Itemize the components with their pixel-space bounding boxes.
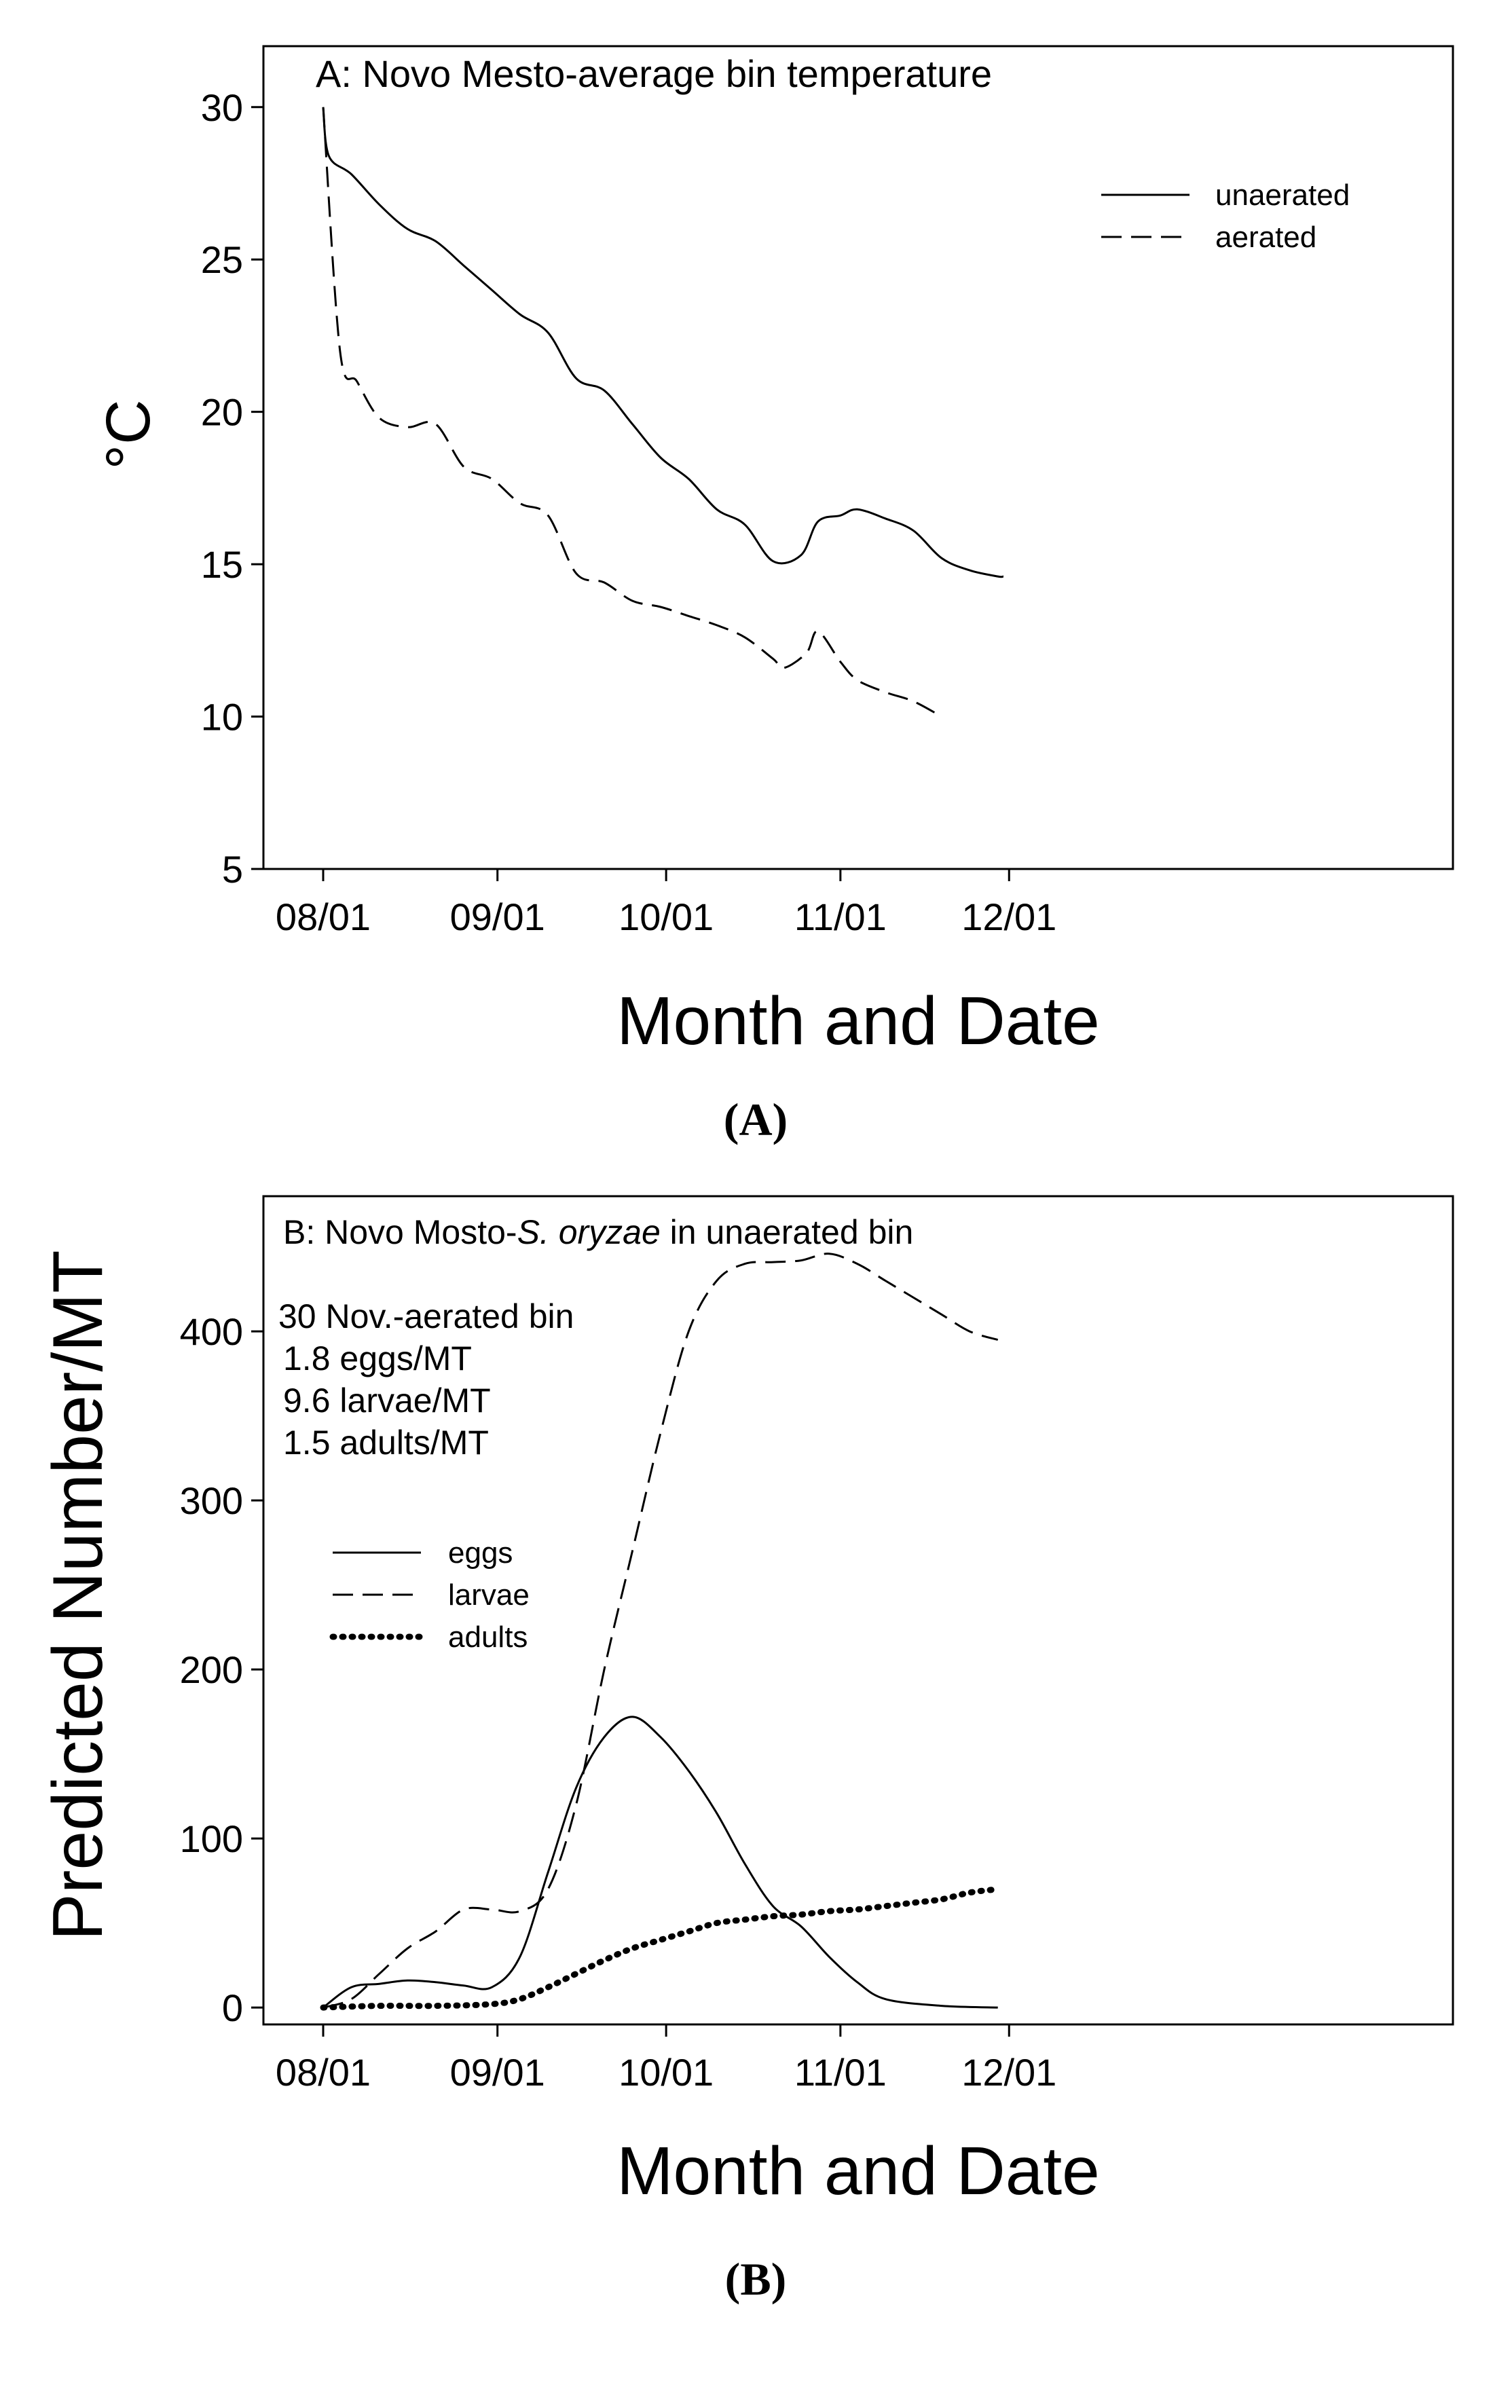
- chart-title: A: Novo Mesto-average bin temperature: [316, 52, 992, 95]
- legend: eggs larvae adults: [329, 1536, 530, 1654]
- series-line-unaerated: [322, 107, 1004, 578]
- x-tick-label: 09/01: [450, 895, 545, 938]
- annotation-line-4: 1.5 adults/MT: [283, 1424, 489, 1462]
- legend-label-larvae: larvae: [448, 1578, 530, 1612]
- legend-label-eggs: eggs: [448, 1536, 513, 1570]
- x-tick-label: 10/01: [619, 895, 714, 938]
- caption-open: (: [725, 2253, 741, 2305]
- series-line-larvae: [322, 1253, 999, 2009]
- series-lines: [320, 1253, 1001, 2011]
- series-lines: [322, 107, 1004, 718]
- annotation-line-1: 30 Nov.-aerated bin: [278, 1297, 574, 1335]
- plot-frame: [262, 45, 1454, 870]
- y-tick-label: 20: [201, 391, 243, 434]
- y-tick-label: 200: [180, 1648, 243, 1691]
- y-tick-label: 5: [222, 848, 243, 891]
- panel-a-temperature-chart: 5 10 15 20 25 30 08/01 09/01 10/01 11/01 12/01 A:…: [94, 45, 1454, 1145]
- chart-title: B: Novo Mosto-S. oryzae in unaerated bin: [283, 1213, 913, 1251]
- series-line-adults: [320, 1886, 1001, 2011]
- y-tick-label: 300: [180, 1479, 243, 1522]
- legend: unaerated aerated: [1101, 179, 1350, 254]
- caption-open: (: [724, 1094, 739, 1145]
- series-line-eggs: [322, 1716, 998, 2009]
- series-line-aerated: [322, 107, 942, 718]
- annotation-line-3: 9.6 larvae/MT: [283, 1382, 491, 1420]
- y-tick-label: 10: [201, 696, 243, 739]
- y-axis-title: Predicted Number/MT: [39, 1250, 117, 1940]
- x-axis: 08/01 09/01 10/01 11/01 12/01: [276, 869, 1056, 938]
- x-tick-label: 08/01: [276, 895, 371, 938]
- legend-label-unaerated: unaerated: [1215, 179, 1350, 212]
- x-tick-label: 11/01: [794, 2051, 887, 2094]
- y-tick-label: 25: [201, 238, 243, 281]
- y-tick-label: 15: [201, 543, 243, 586]
- x-tick-label: 12/01: [961, 895, 1056, 938]
- x-axis: 08/01 09/01 10/01 11/01 12/01: [276, 2024, 1056, 2094]
- title-part-2: in unaerated bin: [661, 1213, 914, 1251]
- plot-frame: [262, 1195, 1454, 2026]
- y-tick-label: 400: [180, 1310, 243, 1353]
- caption-label: A: [739, 1094, 772, 1145]
- y-axis: 5 10 15 20 25 30: [201, 86, 263, 891]
- x-tick-label: 09/01: [450, 2051, 545, 2094]
- title-part-1: B: Novo Mosto-: [283, 1213, 517, 1251]
- x-axis-title: Month and Date: [616, 2133, 1100, 2209]
- x-axis-title: Month and Date: [616, 983, 1100, 1059]
- y-tick-label: 30: [201, 86, 243, 129]
- legend-label-aerated: aerated: [1215, 221, 1316, 254]
- x-tick-label: 12/01: [961, 2051, 1056, 2094]
- caption-b: (B): [725, 2253, 787, 2305]
- annotation-line-2: 1.8 eggs/MT: [283, 1339, 472, 1377]
- legend-label-adults: adults: [448, 1620, 528, 1654]
- x-tick-label: 11/01: [794, 895, 887, 938]
- caption-a: (A): [724, 1094, 788, 1145]
- caption-label: B: [740, 2253, 771, 2305]
- x-tick-label: 10/01: [619, 2051, 714, 2094]
- y-tick-label: 100: [180, 1817, 243, 1860]
- title-part-species: S. oryzae: [517, 1213, 661, 1251]
- y-axis-title: °C: [94, 399, 163, 469]
- y-axis: 0 100 200 300 400: [180, 1310, 263, 2029]
- caption-close: ): [773, 1094, 788, 1145]
- x-tick-label: 08/01: [276, 2051, 371, 2094]
- y-tick-label: 0: [222, 1986, 243, 2029]
- caption-close: ): [771, 2253, 787, 2305]
